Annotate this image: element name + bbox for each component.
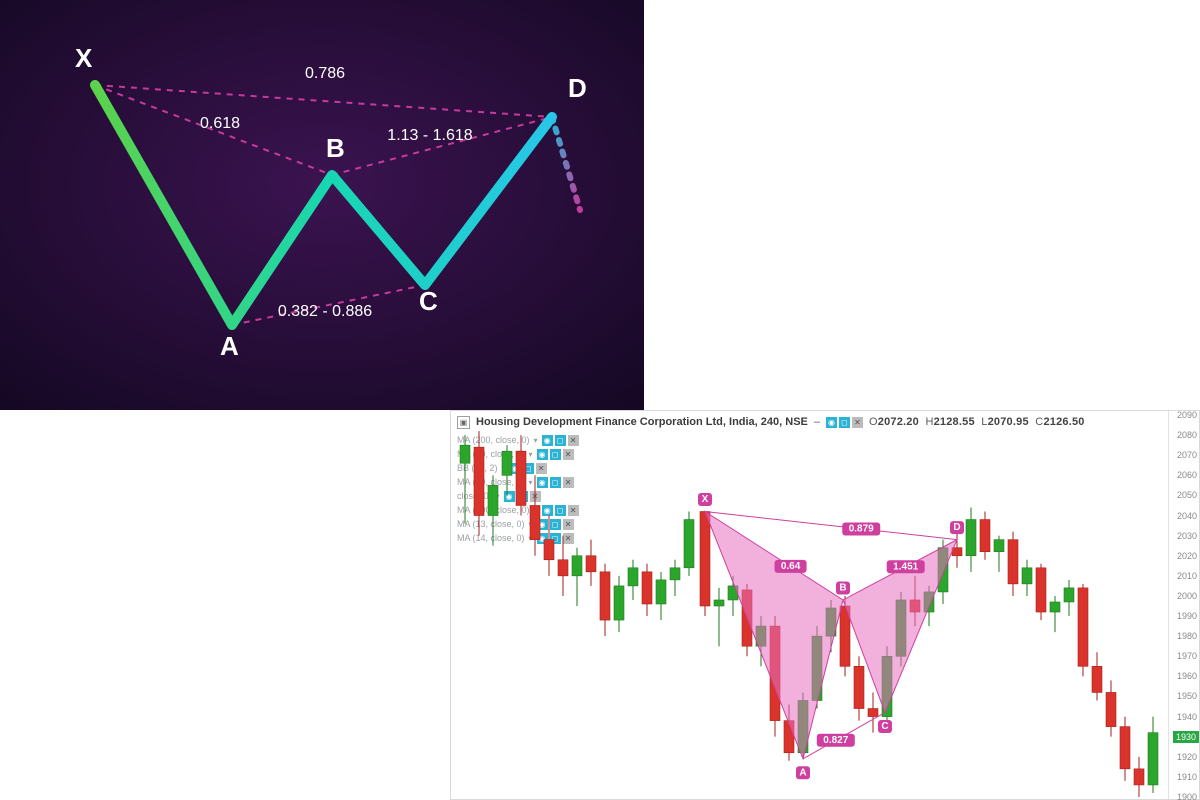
y-tick: 2030	[1177, 531, 1197, 541]
candlestick-svg: X A B C D 0.879 0.64 1.451 0.827	[451, 411, 1169, 799]
svg-text:B: B	[839, 582, 846, 593]
harmonic-node-B: B	[836, 581, 850, 594]
y-tick: 1990	[1177, 611, 1197, 621]
y-tick: 1940	[1177, 712, 1197, 722]
svg-text:D: D	[953, 522, 960, 533]
y-tick: 1920	[1177, 752, 1197, 762]
svg-text:A: A	[799, 767, 806, 778]
y-tick: 2020	[1177, 551, 1197, 561]
harmonic-node-A: A	[796, 766, 810, 779]
harmonic-ratio-label: 1.13 - 1.618	[387, 127, 473, 144]
y-tick: 2060	[1177, 470, 1197, 480]
svg-text:1.451: 1.451	[893, 561, 918, 572]
y-tick: 1970	[1177, 651, 1197, 661]
y-axis: 1900 1910 1920 1930 1940 1950 1960 1970 1980 1990…	[1168, 411, 1199, 799]
harmonic-diagram-svg: X A B C D 0.786 0.618 1.13 - 1.618 0.382 - 0.886	[0, 0, 644, 410]
harmonic-ratio-badge: 0.879	[842, 522, 880, 535]
svg-text:0.827: 0.827	[823, 735, 848, 746]
harmonic-ratio-label: 0.382 - 0.886	[278, 303, 372, 320]
harmonic-node-C: C	[878, 720, 892, 733]
harmonic-ratio-badge: 0.64	[775, 560, 807, 573]
y-tick: 2070	[1177, 450, 1197, 460]
y-tick: 1910	[1177, 772, 1197, 782]
y-tick: 2010	[1177, 571, 1197, 581]
harmonic-point-A: A	[220, 331, 239, 361]
y-tick: 2040	[1177, 511, 1197, 521]
y-tick: 1960	[1177, 671, 1197, 681]
harmonic-ratio-label: 0.786	[305, 65, 345, 82]
harmonic-ratio-badge: 1.451	[887, 560, 925, 573]
y-tick: 2000	[1177, 591, 1197, 601]
y-tick: 2080	[1177, 430, 1197, 440]
y-tick: 2090	[1177, 410, 1197, 420]
harmonic-diagram-panel: X A B C D 0.786 0.618 1.13 - 1.618 0.382 - 0.886	[0, 0, 644, 410]
y-tick: 1900	[1177, 792, 1197, 800]
harmonic-ratio-badge: 0.827	[817, 734, 855, 747]
harmonic-ratio-label: 0.618	[200, 115, 240, 132]
harmonic-point-X: X	[75, 43, 93, 73]
harmonic-point-C: C	[419, 286, 438, 316]
page-root: X A B C D 0.786 0.618 1.13 - 1.618 0.382 - 0.886…	[0, 0, 1200, 800]
y-tick: 1950	[1177, 691, 1197, 701]
y-tick: 1980	[1177, 631, 1197, 641]
svg-text:C: C	[881, 721, 888, 732]
harmonic-point-B: B	[326, 133, 345, 163]
y-tick: 2050	[1177, 490, 1197, 500]
last-price-tag: 1930	[1173, 731, 1199, 743]
svg-text:0.879: 0.879	[849, 523, 874, 534]
svg-text:X: X	[702, 494, 709, 505]
candlestick-chart-panel: ▣ Housing Development Finance Corporatio…	[450, 410, 1200, 800]
harmonic-point-D: D	[568, 73, 587, 103]
svg-text:0.64: 0.64	[781, 561, 801, 572]
harmonic-node-X: X	[698, 493, 712, 506]
harmonic-node-D: D	[950, 521, 964, 534]
